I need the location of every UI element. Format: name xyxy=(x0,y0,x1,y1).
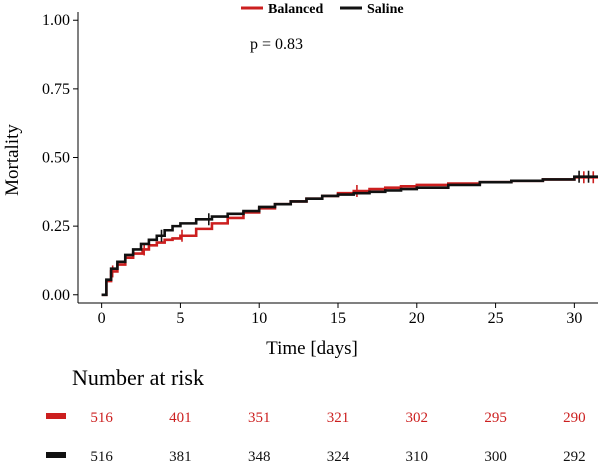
risk-value: 295 xyxy=(484,410,507,426)
risk-table: 516 401 351 321 302 295 290 516 381 348 324 310 300 2… xyxy=(46,410,586,465)
risk-value: 300 xyxy=(484,449,507,465)
risk-value: 516 xyxy=(90,449,113,465)
risk-table-title: Number at risk xyxy=(72,365,204,390)
risk-value: 324 xyxy=(327,449,350,465)
series-line-saline xyxy=(101,175,598,297)
y-tick-label: 1.00 xyxy=(42,12,70,29)
x-tick-label: 20 xyxy=(409,310,425,327)
risk-value: 516 xyxy=(90,410,113,426)
risk-value: 310 xyxy=(406,449,429,465)
axes-layer: 0.00 0.25 0.50 0.75 1.00 0 5 10 15 20 25 30 xyxy=(42,12,598,327)
y-axis-title: Mortality xyxy=(2,124,23,196)
risk-value: 348 xyxy=(248,449,271,465)
risk-value: 351 xyxy=(248,410,271,426)
risk-value: 302 xyxy=(406,410,429,426)
risk-value: 290 xyxy=(563,410,586,426)
x-tick-label: 25 xyxy=(488,310,504,327)
x-tick-label: 10 xyxy=(251,310,267,327)
legend: Balanced Saline xyxy=(241,2,404,17)
x-tick-label: 15 xyxy=(330,310,346,327)
x-tick-label: 30 xyxy=(566,310,582,327)
y-tick-label: 0.75 xyxy=(42,81,70,98)
legend-label-balanced: Balanced xyxy=(268,2,323,17)
x-tick-label: 5 xyxy=(176,310,184,327)
risk-row-swatch xyxy=(46,452,66,458)
risk-value: 292 xyxy=(563,449,586,465)
risk-value: 381 xyxy=(169,449,192,465)
risk-value: 401 xyxy=(169,410,192,426)
series-layer xyxy=(101,170,598,297)
legend-label-saline: Saline xyxy=(367,2,404,17)
y-tick-label: 0.50 xyxy=(42,150,70,167)
p-value-annotation: p = 0.83 xyxy=(250,36,303,53)
y-tick-label: 0.25 xyxy=(42,218,70,235)
risk-value: 321 xyxy=(327,410,350,426)
y-tick-label: 0.00 xyxy=(42,287,70,304)
x-tick-label: 0 xyxy=(98,310,106,327)
risk-row-swatch xyxy=(46,413,66,419)
x-axis-title: Time [days] xyxy=(266,338,358,359)
